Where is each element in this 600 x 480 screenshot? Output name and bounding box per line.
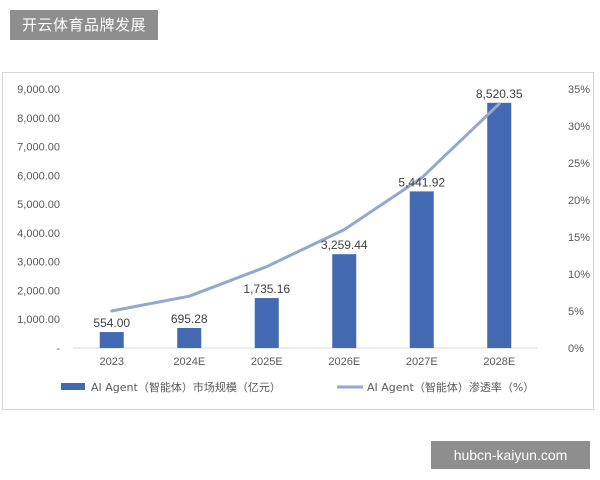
bar-market-size bbox=[177, 327, 202, 348]
y-right-tick-label: 25% bbox=[568, 158, 590, 170]
bar-data-label: 3,259.44 bbox=[321, 238, 368, 252]
watermark-url: hubcn-kaiyun.com bbox=[431, 441, 590, 469]
bar-data-label: 554.00 bbox=[93, 316, 130, 330]
x-tick-label: 2026E bbox=[328, 356, 360, 368]
y-left-tick-label: 4,000.00 bbox=[17, 228, 60, 240]
legend-label-line: AI Agent（智能体）渗透率（%） bbox=[367, 380, 534, 394]
legend-label-bar: AI Agent（智能体）市场规模（亿元） bbox=[91, 380, 281, 394]
y-left-tick-label: 7,000.00 bbox=[17, 142, 60, 154]
y-right-tick-label: 30% bbox=[568, 121, 590, 133]
y-left-tick-label: 3,000.00 bbox=[17, 257, 60, 269]
bar-market-size bbox=[409, 191, 434, 348]
x-tick-label: 2023 bbox=[100, 356, 124, 368]
bar-market-size bbox=[99, 332, 124, 348]
chart-svg: - 1,000.00 2,000.00 3,000.00 4,000.00 5,000.0… bbox=[17, 84, 590, 394]
bar-data-label: 1,735.16 bbox=[243, 282, 290, 296]
y-left-tick-label: 8,000.00 bbox=[17, 113, 60, 125]
y-right-tick-label: 35% bbox=[568, 84, 590, 96]
y-right-tick-label: 10% bbox=[568, 269, 590, 281]
x-tick-label: 2024E bbox=[173, 356, 205, 368]
bar-data-label: 5,441.92 bbox=[398, 175, 445, 189]
bar-data-label: 8,520.35 bbox=[476, 87, 523, 101]
y-right-tick-label: 15% bbox=[568, 232, 590, 244]
y-right-tick-label: 20% bbox=[568, 195, 590, 207]
y-left-tick-label: 1,000.00 bbox=[17, 314, 60, 326]
x-tick-label: 2027E bbox=[406, 356, 438, 368]
legend-swatch-bar bbox=[61, 383, 85, 390]
bar-market-size bbox=[487, 102, 512, 349]
y-left-tick-label: 6,000.00 bbox=[17, 170, 60, 182]
y-left-tick-label: - bbox=[56, 343, 60, 355]
y-right-tick-label: 0% bbox=[568, 343, 584, 355]
bar-market-size bbox=[254, 298, 279, 348]
line-penetration-rate bbox=[110, 102, 501, 313]
x-tick-label: 2028E bbox=[483, 356, 515, 368]
y-right-tick-label: 5% bbox=[568, 306, 584, 318]
x-tick-label: 2025E bbox=[251, 356, 283, 368]
bar-market-size bbox=[332, 254, 357, 348]
page-title: 开云体育品牌发展 bbox=[10, 10, 159, 40]
y-left-tick-label: 9,000.00 bbox=[17, 84, 60, 96]
bar-data-label: 695.28 bbox=[171, 312, 208, 326]
chart-container: - 1,000.00 2,000.00 3,000.00 4,000.00 5,000.0… bbox=[2, 72, 594, 410]
y-left-tick-label: 5,000.00 bbox=[17, 199, 60, 211]
y-left-tick-label: 2,000.00 bbox=[17, 285, 60, 297]
